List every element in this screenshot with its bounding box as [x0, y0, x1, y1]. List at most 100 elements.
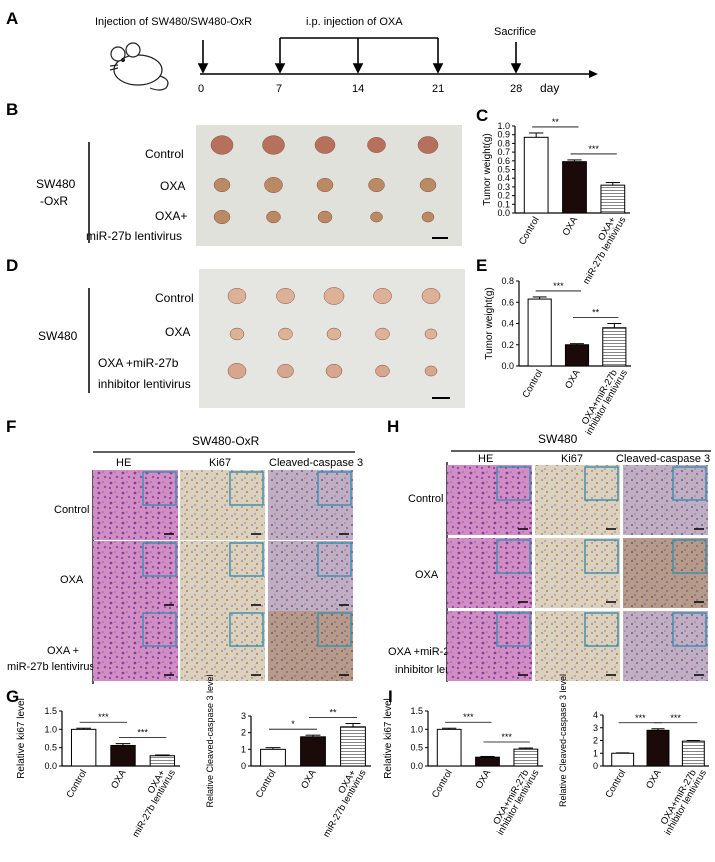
timeline-arrow-head [432, 63, 444, 74]
significance-label: *** [635, 713, 646, 723]
y-tick-label: 0.0 [501, 361, 514, 371]
tumor-specimen [373, 288, 392, 304]
chart-g-caspase: 0 1 2 3 Relative Cleaved-caspase 3 level Cont… [205, 674, 371, 839]
y-tick-label: 3 [593, 723, 598, 733]
timeline-arrow-head [274, 63, 286, 74]
tumor-specimen [266, 210, 281, 224]
bar [436, 728, 462, 767]
y-tick-label: 0.2 [497, 191, 510, 201]
row-d-inhibitor: inhibitor lentivirus [98, 377, 191, 391]
y-tick-label: 0.8 [497, 138, 510, 148]
y-tick-label: 1.0 [410, 724, 423, 734]
tumor-specimen [421, 211, 435, 223]
bar [260, 748, 286, 767]
histology-inset [317, 471, 352, 506]
tumor-specimen [424, 328, 438, 340]
bar [564, 344, 590, 367]
h-row-control: Control [408, 493, 443, 505]
tumor-specimen [316, 177, 334, 193]
y-tick-label: 0.5 [497, 165, 510, 175]
row-d-oxa-mir: OXA +miR-27b [98, 356, 179, 370]
histology-inset [496, 539, 531, 574]
timeline-tick-labels: 0 7 14 21 28 day [198, 81, 559, 95]
x-tick-label: OXA [474, 767, 494, 790]
panel-letter-f: F [6, 417, 16, 436]
bar [475, 756, 500, 767]
tumor-specimen [375, 364, 390, 378]
y-axis-label: Tumor weight(g) [482, 133, 493, 205]
panel-letter-c: C [476, 106, 488, 125]
histology-inset [584, 612, 619, 647]
timeline-arrows [197, 38, 522, 74]
f-col-casp: Cleaved-caspase 3 [269, 457, 363, 469]
y-tick-label: 1.0 [497, 121, 510, 131]
tumor-specimen [323, 287, 345, 305]
x-tick-label: Control [603, 768, 628, 800]
significance-label: *** [553, 281, 564, 291]
y-axis-label: Relative ki67 level [16, 698, 27, 779]
y-axis-label: Relative ki67 level [383, 698, 394, 779]
h-col-ki67: Ki67 [561, 453, 583, 465]
tumor-specimen [421, 288, 441, 304]
tumor-specimen [262, 135, 285, 155]
panel-letter-e: E [476, 256, 487, 275]
timeline-arrow-head [510, 63, 522, 74]
x-tick-label: Control [520, 368, 545, 400]
y-tick-label: 0.5 [44, 743, 57, 753]
tumor-specimen [314, 136, 336, 154]
timeline-arrow-head [352, 63, 364, 74]
bar [562, 161, 587, 214]
timeline-ip-label: i.p. injection of OXA [306, 16, 403, 28]
significance-label: *** [137, 728, 148, 738]
f-col-ki67: Ki67 [209, 457, 231, 469]
tumor-specimen [370, 211, 383, 223]
histology-inset [672, 466, 707, 501]
y-tick-label: 0.9 [497, 130, 510, 140]
h-col-casp: Cleaved-caspase 3 [616, 453, 710, 465]
y-tick-label: 0.7 [497, 147, 510, 157]
y-tick-label: 0.0 [497, 208, 510, 218]
cell-line-b-2: -OxR [40, 194, 68, 208]
panel-letter-b: B [6, 100, 18, 119]
tumor-specimens-b [210, 135, 439, 225]
tumor-specimen [213, 177, 231, 193]
histology-inset [229, 542, 264, 577]
significance-label: *** [670, 713, 681, 723]
chart-e-tumor-weight: 0.0 0.2 0.4 0.6 0.8 Tumor weight(g) Control OXA… [484, 276, 631, 437]
y-tick-label: 1.5 [44, 706, 57, 716]
x-tick-label: OXA [563, 367, 583, 390]
row-b-oxa-plus: OXA+ [155, 209, 187, 223]
cell-line-d: SW480 [38, 329, 78, 343]
tick-7: 7 [276, 83, 282, 95]
tumor-specimen [276, 288, 295, 304]
significance-label: ** [552, 117, 560, 127]
bar [110, 744, 136, 767]
f-row-oxa: OXA [60, 574, 84, 586]
chart-i-caspase: 0 1 2 3 4 Relative Cleaved-caspase 3 level Con… [558, 674, 709, 837]
cell-line-b-1: SW480 [36, 177, 76, 191]
tumor-specimen [278, 327, 293, 341]
tumor-specimen [213, 209, 231, 225]
histology-inset [142, 542, 177, 577]
f-row-oxa-plus: OXA + [47, 645, 79, 657]
tumor-specimen [277, 363, 294, 379]
chart-i-ki67: 0.0 0.5 1.0 1.5 Relative ki67 level Control OX… [383, 698, 543, 837]
y-tick-label: 0.0 [410, 761, 423, 771]
tumor-specimen [375, 327, 390, 341]
tick-14: 14 [352, 83, 364, 95]
y-tick-label: 2 [593, 736, 598, 746]
histology-inset [496, 612, 531, 647]
histology-inset [142, 471, 177, 506]
panel-letter-g: G [6, 687, 19, 706]
row-b-control: Control [145, 147, 184, 161]
f-row-mir: miR-27b lentivirus [7, 661, 96, 673]
x-tick-label: OXA [644, 767, 664, 790]
histology-inset [317, 542, 352, 577]
row-d-control: Control [155, 291, 194, 305]
bar [681, 740, 705, 767]
tick-21: 21 [432, 83, 444, 95]
tumor-specimen [210, 135, 234, 155]
x-tick-label: Control [517, 215, 542, 247]
y-tick-label: 0.6 [497, 156, 510, 166]
